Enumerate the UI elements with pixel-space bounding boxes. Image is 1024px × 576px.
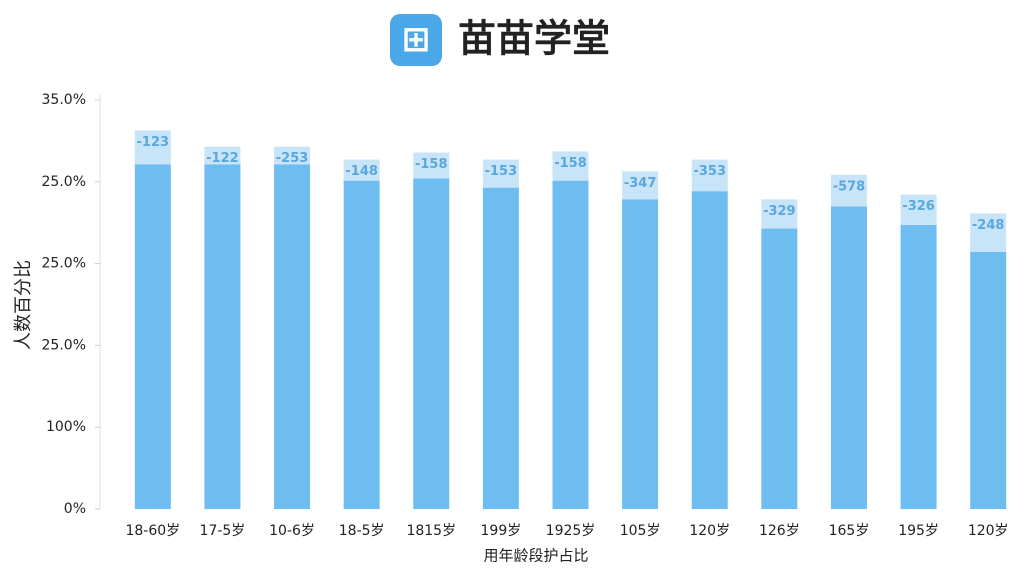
x-tick-label: 17-5岁 (200, 523, 246, 539)
y-tick-label: 25.0% (42, 256, 86, 272)
bar-annotation: -153 (485, 164, 518, 179)
bar-segment (204, 146, 241, 165)
bar-segment (830, 206, 867, 509)
y-tick-label: 25.0% (42, 174, 86, 190)
bar-annotation: -122 (206, 151, 239, 166)
x-tick-label: 105岁 (620, 523, 661, 539)
bar-segment (830, 174, 867, 207)
y-axis-label: 人数百分比 (13, 260, 34, 350)
bar-annotation: -158 (554, 156, 587, 171)
bar-segment (413, 178, 450, 509)
bar-segment (274, 146, 311, 165)
bar-segment (622, 199, 659, 510)
bar-segment (204, 164, 241, 509)
y-tick-label: 0% (64, 501, 86, 517)
bar-annotation: -326 (902, 199, 935, 214)
y-tick-label: 35.0% (42, 92, 86, 108)
x-tick-label: 1815岁 (406, 523, 456, 539)
bar-annotation: -329 (763, 204, 796, 219)
bar-segment (622, 171, 659, 200)
logo-glyph: ⊞ (402, 20, 431, 60)
x-tick-label: 126岁 (759, 523, 800, 539)
logo-text: 苗苗学堂 (458, 17, 610, 61)
bar-segment (761, 228, 798, 510)
bar-segment (134, 130, 171, 165)
bar-segment (343, 180, 380, 510)
bar-segment (274, 164, 311, 509)
bar-annotation: -158 (415, 157, 448, 172)
bar-annotation: -347 (624, 176, 657, 191)
x-tick-label: 199岁 (481, 523, 522, 539)
bar-annotation: -578 (833, 179, 866, 194)
bar-annotation: -353 (693, 164, 726, 179)
x-tick-label: 165岁 (829, 523, 870, 539)
x-tick-label: 18-60岁 (125, 523, 180, 539)
x-tick-label: 195岁 (898, 523, 939, 539)
bar-segment (970, 251, 1007, 509)
bar-segment (761, 199, 798, 229)
x-axis-label: 用年龄段护占比 (483, 547, 588, 565)
x-tick-label: 10-6岁 (269, 523, 315, 539)
x-tick-label: 120岁 (689, 523, 730, 539)
bar-segment (552, 180, 589, 510)
bar-segment (482, 159, 519, 188)
x-tick-label: 18-5岁 (339, 523, 385, 539)
bar-segment (413, 152, 450, 179)
bar-segment (691, 191, 728, 510)
x-tick-label: 1925岁 (546, 523, 596, 539)
bar-annotation: -123 (137, 135, 170, 150)
logo-icon (390, 14, 442, 66)
bar-segment (134, 164, 171, 509)
bar-segment (900, 194, 937, 226)
bar-segment (691, 159, 728, 192)
bar-segment (970, 213, 1007, 252)
bar-segment (552, 151, 589, 181)
bar-annotation: -253 (276, 151, 309, 166)
bar-segment (900, 225, 937, 509)
bar-annotation: -248 (972, 218, 1005, 233)
x-tick-label: 120岁 (968, 523, 1009, 539)
y-tick-label: 100% (46, 419, 86, 435)
bar-segment (482, 187, 519, 509)
y-tick-label: 25.0% (42, 337, 86, 353)
bar-annotation: -148 (345, 164, 378, 179)
bar-segment (343, 159, 380, 181)
